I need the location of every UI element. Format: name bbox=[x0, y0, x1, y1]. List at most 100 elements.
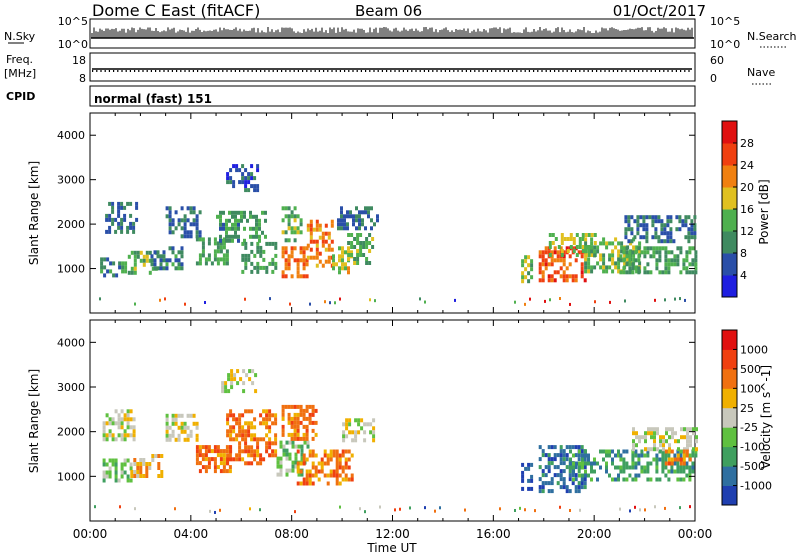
echo-cell bbox=[562, 254, 566, 259]
echo-cell bbox=[581, 249, 585, 253]
echo-cell bbox=[602, 449, 605, 454]
echo-cell bbox=[238, 425, 242, 430]
echo-cell bbox=[332, 262, 335, 267]
echo-cell bbox=[274, 441, 278, 446]
echo-cell bbox=[306, 255, 310, 260]
echo-cell bbox=[670, 469, 674, 474]
echo-cell bbox=[151, 458, 155, 462]
echo-cell bbox=[562, 461, 566, 466]
echo-cell bbox=[572, 453, 575, 458]
echo-cell bbox=[105, 433, 109, 438]
echo-cell bbox=[225, 261, 229, 266]
echo-cell bbox=[685, 250, 689, 255]
echo-cell bbox=[642, 223, 646, 228]
echo-cell bbox=[300, 444, 304, 449]
y-tick-label: 3000 bbox=[57, 174, 85, 187]
ground-speckle bbox=[399, 507, 401, 511]
echo-cell bbox=[204, 261, 208, 266]
echo-cell bbox=[232, 180, 236, 185]
echo-cell bbox=[250, 453, 254, 458]
echo-cell bbox=[213, 449, 217, 454]
echo-cell bbox=[590, 265, 594, 270]
echo-cell bbox=[693, 215, 697, 220]
echo-cell bbox=[683, 427, 686, 432]
echo-cell bbox=[645, 235, 649, 240]
echo-cell bbox=[114, 478, 118, 483]
echo-cell bbox=[611, 249, 615, 254]
echo-cell bbox=[590, 237, 594, 242]
echo-cell bbox=[311, 465, 315, 470]
echo-cell bbox=[126, 474, 130, 479]
ground-speckle bbox=[679, 506, 681, 510]
echo-cell bbox=[669, 219, 673, 224]
echo-cell bbox=[689, 443, 692, 448]
echo-cell bbox=[566, 249, 570, 253]
echo-cell bbox=[683, 447, 686, 452]
echo-cell bbox=[195, 234, 199, 239]
echo-cell bbox=[261, 210, 264, 215]
echo-cell bbox=[265, 265, 269, 270]
echo-cell bbox=[599, 265, 603, 270]
echo-cell bbox=[684, 215, 688, 220]
echo-cell bbox=[636, 223, 640, 228]
echo-cell bbox=[241, 241, 245, 246]
echo-cell bbox=[235, 453, 239, 458]
ground-speckle bbox=[624, 299, 626, 303]
echo-cell bbox=[287, 214, 291, 219]
y-tick-label: 2000 bbox=[57, 218, 85, 231]
echo-cell bbox=[299, 218, 303, 223]
echo-cell bbox=[244, 176, 248, 181]
echo-cell bbox=[195, 437, 199, 442]
echo-cell bbox=[530, 275, 534, 280]
echo-cell bbox=[100, 261, 104, 266]
echo-cell bbox=[368, 241, 372, 245]
ground-speckle bbox=[164, 297, 166, 301]
echo-cell bbox=[635, 435, 638, 440]
echo-cell bbox=[327, 255, 331, 260]
echo-cell bbox=[584, 233, 588, 237]
echo-cell bbox=[168, 218, 172, 223]
echo-cell bbox=[222, 222, 225, 227]
echo-cell bbox=[338, 254, 341, 259]
echo-cell bbox=[367, 210, 370, 215]
echo-cell bbox=[622, 258, 626, 263]
echo-cell bbox=[649, 246, 653, 251]
echo-cell bbox=[318, 259, 322, 264]
echo-cell bbox=[162, 266, 166, 271]
echo-cell bbox=[148, 270, 152, 275]
echo-cell bbox=[309, 223, 313, 228]
echo-cell bbox=[118, 265, 122, 270]
echo-cell bbox=[541, 270, 545, 275]
echo-cell bbox=[641, 435, 644, 440]
header-beam: Beam 06 bbox=[355, 2, 422, 20]
echo-cell bbox=[550, 477, 554, 482]
echo-cell bbox=[198, 210, 202, 215]
echo-cell bbox=[638, 261, 642, 266]
echo-cell bbox=[249, 234, 252, 239]
echo-cell bbox=[574, 485, 578, 490]
echo-cell bbox=[689, 439, 692, 444]
echo-cell bbox=[168, 437, 172, 442]
echo-cell bbox=[112, 273, 116, 278]
echo-cell bbox=[602, 241, 606, 246]
echo-cell bbox=[694, 250, 698, 255]
echo-cell bbox=[271, 241, 275, 246]
echo-cell bbox=[256, 441, 260, 446]
echo-cell bbox=[676, 461, 680, 466]
echo-cell bbox=[625, 477, 629, 482]
echo-cell bbox=[569, 449, 572, 454]
echo-cell bbox=[195, 445, 199, 450]
echo-cell bbox=[646, 262, 650, 267]
echo-cell bbox=[642, 235, 646, 240]
echo-cell bbox=[290, 250, 294, 255]
echo-cell bbox=[643, 246, 647, 251]
echo-cell bbox=[226, 417, 230, 422]
echo-cell bbox=[192, 413, 196, 418]
colorbar-swatch bbox=[722, 165, 737, 188]
echo-cell bbox=[650, 447, 653, 452]
colorbar-tick-label: 500 bbox=[740, 363, 761, 376]
echo-cell bbox=[687, 239, 691, 244]
echo-cell bbox=[574, 473, 578, 478]
echo-cell bbox=[299, 408, 303, 413]
echo-cell bbox=[213, 249, 217, 254]
